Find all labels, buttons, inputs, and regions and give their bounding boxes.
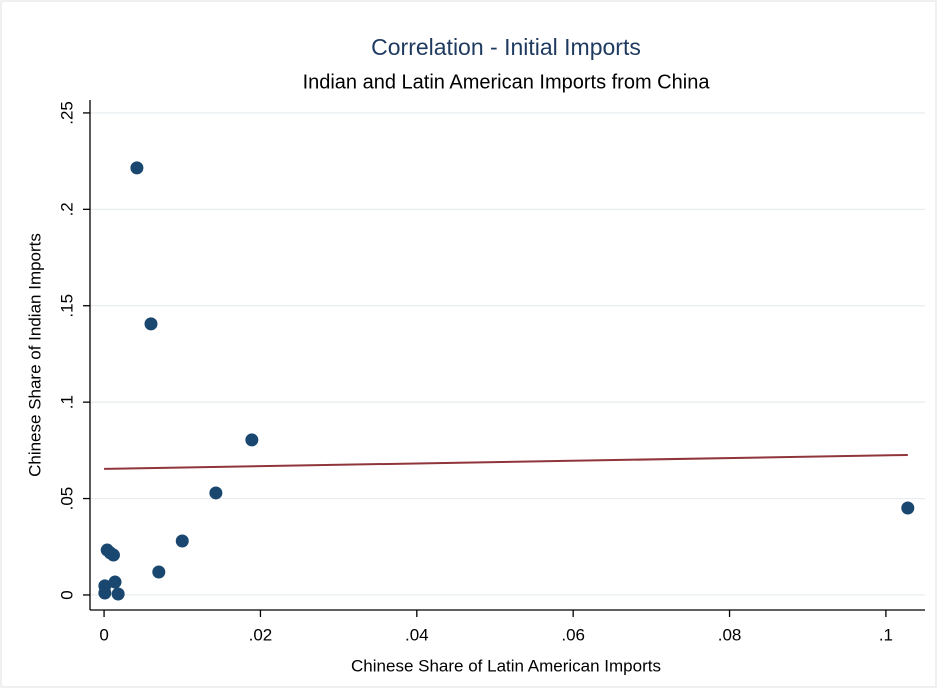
x-tick-label: .08 bbox=[718, 625, 742, 644]
x-tick-label: .1 bbox=[879, 625, 893, 644]
x-axis-title: Chinese Share of Latin American Imports bbox=[351, 656, 661, 675]
point bbox=[106, 548, 120, 562]
y-tick-label: .05 bbox=[57, 487, 76, 511]
point bbox=[901, 501, 915, 515]
y-axis-title: Chinese Share of Indian Imports bbox=[25, 233, 44, 477]
point bbox=[245, 433, 259, 447]
y-tick-label: .1 bbox=[57, 395, 76, 409]
x-tick-label: .04 bbox=[405, 625, 429, 644]
y-tick-label: .2 bbox=[57, 202, 76, 216]
x-tick-label: .06 bbox=[561, 625, 585, 644]
y-tick-label: .25 bbox=[57, 101, 76, 125]
point bbox=[144, 317, 158, 331]
point bbox=[98, 586, 112, 600]
x-tick-label: .02 bbox=[249, 625, 273, 644]
point bbox=[111, 587, 125, 601]
chart-subtitle: Indian and Latin American Imports from C… bbox=[303, 71, 711, 93]
y-tick-label: .15 bbox=[57, 294, 76, 318]
y-tick-label: 0 bbox=[57, 590, 76, 599]
x-tick-label: 0 bbox=[99, 625, 108, 644]
fit-line bbox=[104, 453, 908, 470]
point bbox=[175, 534, 189, 548]
point bbox=[152, 565, 166, 579]
point bbox=[130, 161, 144, 175]
point bbox=[108, 575, 122, 589]
point bbox=[209, 486, 223, 500]
chart-title: Correlation - Initial Imports bbox=[371, 34, 641, 60]
